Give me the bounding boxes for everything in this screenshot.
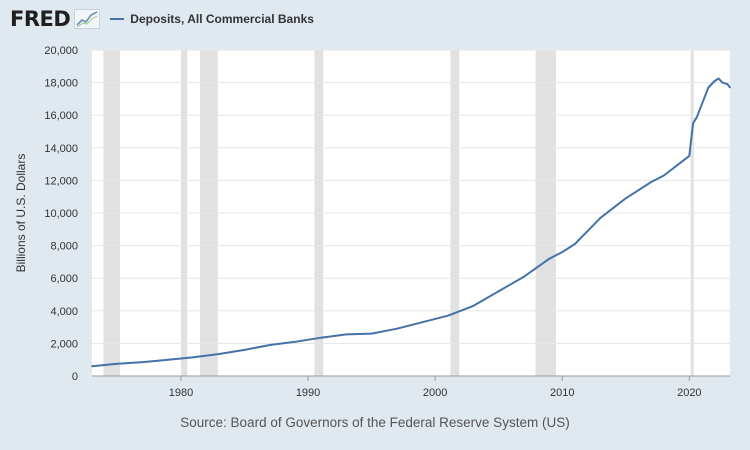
data-point xyxy=(91,365,93,368)
y-axis-label: Billions of U.S. Dollars xyxy=(14,154,28,273)
data-point xyxy=(650,181,653,183)
y-tick-label: 18,000 xyxy=(44,78,78,90)
data-point xyxy=(692,122,694,125)
y-tick-label: 20,000 xyxy=(44,45,78,57)
data-point xyxy=(497,290,500,293)
data-point xyxy=(637,189,640,192)
y-tick-label: 4,000 xyxy=(50,306,78,318)
y-tick-label: 0 xyxy=(72,371,78,383)
line-chart-icon xyxy=(74,9,101,29)
data-point xyxy=(717,77,720,80)
x-tick-label: 1980 xyxy=(169,387,193,399)
data-point xyxy=(663,174,665,177)
chart-header: FRED Deposits, All Commercial Banks xyxy=(10,6,314,32)
data-point xyxy=(726,83,729,86)
legend-label: Deposits, All Commercial Banks xyxy=(130,12,314,26)
data-point xyxy=(218,353,221,355)
data-point xyxy=(243,349,246,351)
data-point xyxy=(319,336,322,339)
data-point xyxy=(523,275,525,278)
y-tick-label: 6,000 xyxy=(50,273,78,285)
data-point xyxy=(192,356,195,359)
data-point xyxy=(574,243,576,245)
data-point xyxy=(370,332,373,335)
data-point xyxy=(548,257,551,260)
data-point xyxy=(675,164,678,167)
data-point xyxy=(707,86,710,89)
data-point xyxy=(167,358,170,361)
data-point xyxy=(721,81,724,84)
data-point xyxy=(696,115,698,118)
y-tick-label: 16,000 xyxy=(44,110,78,122)
data-point xyxy=(561,251,564,254)
data-point xyxy=(396,327,398,330)
data-point xyxy=(586,230,589,232)
y-tick-label: 8,000 xyxy=(50,241,78,253)
x-tick-label: 2000 xyxy=(423,387,447,399)
x-tick-label: 1990 xyxy=(296,387,320,399)
data-point xyxy=(688,155,691,157)
data-point xyxy=(701,102,703,105)
x-tick-label: 2020 xyxy=(677,387,701,399)
legend: Deposits, All Commercial Banks xyxy=(110,12,314,26)
data-point xyxy=(599,217,602,219)
y-tick-label: 2,000 xyxy=(50,338,78,350)
data-point xyxy=(269,344,271,346)
data-point xyxy=(713,80,716,82)
y-tick-label: 10,000 xyxy=(44,208,78,220)
data-point xyxy=(612,207,614,210)
data-point xyxy=(472,305,475,307)
source-note: Source: Board of Governors of the Federa… xyxy=(180,415,570,430)
fred-logo[interactable]: FRED xyxy=(10,7,71,31)
x-tick-label: 2010 xyxy=(550,387,574,399)
data-point xyxy=(294,340,297,343)
y-tick-label: 14,000 xyxy=(44,143,78,155)
data-point xyxy=(624,197,627,200)
data-point xyxy=(345,333,348,336)
legend-swatch xyxy=(110,18,125,20)
data-point xyxy=(729,86,731,89)
y-tick-label: 12,000 xyxy=(44,175,78,187)
data-point xyxy=(116,362,119,365)
data-point xyxy=(447,314,449,317)
data-point xyxy=(141,361,144,363)
data-point xyxy=(421,321,424,324)
